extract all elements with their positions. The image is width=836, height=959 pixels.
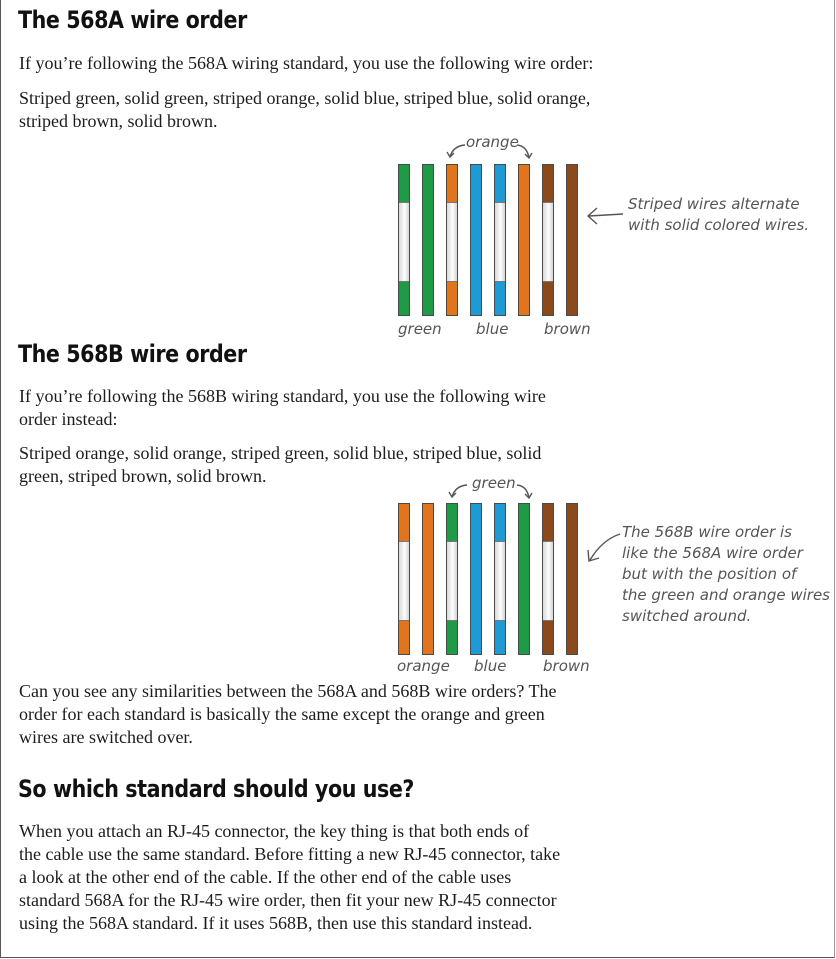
top-label-568a: orange bbox=[466, 133, 519, 151]
which-line-2: the cable use the same standard. Before … bbox=[19, 844, 561, 864]
568a-wire-7-striped-brown bbox=[542, 164, 554, 316]
568b-wire-5-striped-blue bbox=[494, 503, 506, 655]
which-line-1: When you attach an RJ-45 connector, the … bbox=[19, 821, 530, 841]
note-568a-line-1: Striped wires alternate bbox=[628, 195, 800, 213]
intro-568b-line-1: If you’re following the 568B wiring stan… bbox=[19, 386, 546, 406]
order-text-568a: Striped green, solid green, striped oran… bbox=[19, 88, 591, 131]
intro-568b: If you’re following the 568B wiring stan… bbox=[19, 385, 546, 431]
heading-568b: The 568B wire order bbox=[18, 340, 247, 368]
which-line-3: a look at the other end of the cable. If… bbox=[19, 867, 512, 887]
wire-diagram-568b bbox=[398, 503, 588, 655]
order-568b-line-1: Striped orange, solid orange, striped gr… bbox=[19, 443, 542, 463]
bottom-label-568b-1: orange bbox=[397, 657, 450, 675]
568a-wire-3-white-section bbox=[447, 202, 457, 282]
568b-wire-6-solid-green bbox=[518, 503, 530, 655]
568a-wire-7-white-section bbox=[543, 202, 553, 282]
bottom-label-568a-1: green bbox=[398, 320, 442, 338]
568b-wire-3-striped-green bbox=[446, 503, 458, 655]
note-568b-line-5: switched around. bbox=[622, 607, 752, 625]
568a-wire-5-striped-blue bbox=[494, 164, 506, 316]
heading-568a: The 568A wire order bbox=[18, 6, 247, 34]
comparison-line-2: order for each standard is basically the… bbox=[19, 704, 545, 724]
568b-wire-4-solid-blue bbox=[470, 503, 482, 655]
bottom-label-568a-3: brown bbox=[544, 320, 591, 338]
568a-wire-1-striped-green bbox=[398, 164, 410, 316]
note-568b-line-2: like the 568A wire order bbox=[622, 544, 803, 562]
top-label-568b: green bbox=[472, 474, 516, 492]
bottom-label-568b-3: brown bbox=[543, 657, 590, 675]
comparison-line-1: Can you see any similarities between the… bbox=[19, 681, 557, 701]
568a-wire-1-white-section bbox=[399, 202, 409, 282]
568b-wire-1-striped-orange bbox=[398, 503, 410, 655]
note-568a: Striped wires alternate with solid color… bbox=[628, 194, 809, 236]
intro-568b-line-2: order instead: bbox=[19, 409, 118, 429]
568a-wire-3-striped-orange bbox=[446, 164, 458, 316]
heading-which-standard: So which standard should you use? bbox=[18, 775, 414, 803]
568b-wire-5-white-section bbox=[495, 541, 505, 621]
568b-wire-8-solid-brown bbox=[566, 503, 578, 655]
note-568b: The 568B wire order is like the 568A wir… bbox=[622, 522, 830, 627]
568a-wire-5-white-section bbox=[495, 202, 505, 282]
bottom-label-568b-2: blue bbox=[474, 657, 507, 675]
which-standard-paragraph: When you attach an RJ-45 connector, the … bbox=[19, 820, 560, 935]
note-568b-line-3: but with the position of bbox=[622, 565, 797, 583]
568b-wire-1-white-section bbox=[399, 541, 409, 621]
arrow-icon-568a bbox=[586, 207, 624, 225]
comparison-paragraph: Can you see any similarities between the… bbox=[19, 680, 557, 749]
568b-wire-2-solid-orange bbox=[422, 503, 434, 655]
note-568b-line-4: the green and orange wires bbox=[622, 586, 831, 604]
568b-wire-7-striped-brown bbox=[542, 503, 554, 655]
curved-arrows-568a bbox=[446, 144, 533, 160]
which-line-5: using the 568A standard. If it uses 568B… bbox=[19, 913, 533, 933]
order-text-568b: Striped orange, solid orange, striped gr… bbox=[19, 442, 541, 488]
568b-wire-3-white-section bbox=[447, 541, 457, 621]
note-568a-line-2: with solid colored wires. bbox=[628, 216, 810, 234]
intro-568a: If you’re following the 568A wiring stan… bbox=[19, 53, 594, 73]
order-568b-line-2: green, striped brown, solid brown. bbox=[19, 466, 267, 486]
568a-wire-6-solid-orange bbox=[518, 164, 530, 316]
which-line-4: standard 568A for the RJ-45 wire order, … bbox=[19, 890, 557, 910]
curved-arrows-568b bbox=[448, 484, 533, 500]
568b-wire-7-white-section bbox=[543, 541, 553, 621]
arrow-icon-568b bbox=[587, 533, 621, 562]
note-568b-line-1: The 568B wire order is bbox=[622, 523, 792, 541]
bottom-label-568a-2: blue bbox=[476, 320, 509, 338]
comparison-line-3: wires are switched over. bbox=[19, 727, 193, 747]
wire-diagram-568a bbox=[398, 164, 588, 316]
568a-wire-8-solid-brown bbox=[566, 164, 578, 316]
568a-wire-4-solid-blue bbox=[470, 164, 482, 316]
568a-wire-2-solid-green bbox=[422, 164, 434, 316]
